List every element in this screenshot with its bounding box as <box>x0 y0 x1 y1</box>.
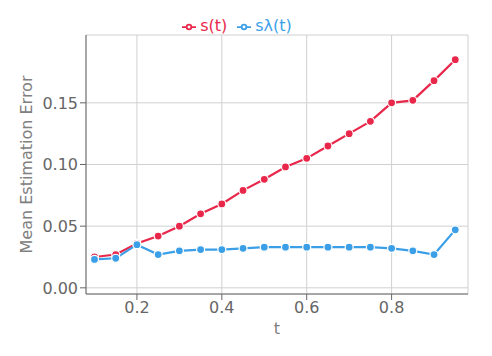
svg-text:t: t <box>274 319 280 338</box>
svg-text:0.00: 0.00 <box>42 279 78 298</box>
svg-text:0.10: 0.10 <box>42 155 78 174</box>
svg-text:0.6: 0.6 <box>294 298 319 317</box>
svg-text:0.05: 0.05 <box>42 217 78 236</box>
svg-text:0.2: 0.2 <box>124 298 149 317</box>
svg-text:Mean Estimation Error: Mean Estimation Error <box>17 75 36 253</box>
svg-text:0.4: 0.4 <box>209 298 234 317</box>
svg-text:0.8: 0.8 <box>379 298 404 317</box>
html-text:s(t): s(t) <box>200 16 228 35</box>
html-text:sλ(t): sλ(t) <box>255 16 292 35</box>
svg-text:0.15: 0.15 <box>42 94 78 113</box>
